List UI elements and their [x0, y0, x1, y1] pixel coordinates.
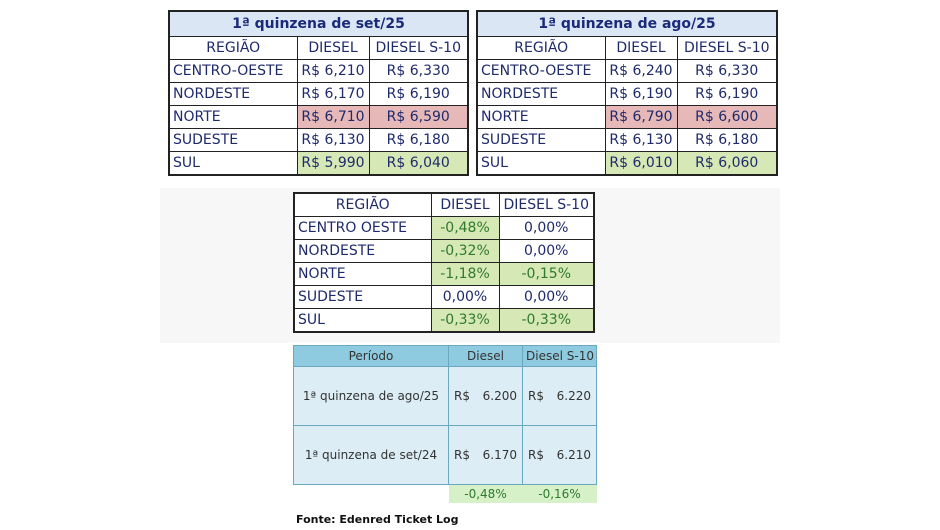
- column-header: REGIÃO: [476, 36, 606, 60]
- s10-cell: R$ 6,190: [676, 82, 778, 106]
- region-cell: NORDESTE: [476, 82, 606, 106]
- table-row: SUDESTE R$ 6,130 R$ 6,180: [476, 128, 778, 152]
- region-cell: SUDESTE: [168, 128, 298, 152]
- s10-value: 6.220: [556, 389, 591, 403]
- table-row: SUL -0,33% -0,33%: [293, 308, 595, 333]
- table-row: 1ª quinzena de set/24 R$ 6.170 R$ 6.210: [293, 425, 597, 485]
- region-cell: CENTRO OESTE: [293, 216, 432, 240]
- s10-cell: R$ 6,040: [368, 151, 469, 176]
- currency-label: R$: [454, 389, 470, 403]
- table-row: NORDESTE -0,32% 0,00%: [293, 239, 595, 263]
- diesel-cell: -0,33%: [430, 308, 500, 333]
- diesel-cell: R$ 6.170: [448, 425, 523, 485]
- column-header: DIESEL S-10: [676, 36, 778, 60]
- region-cell: SUL: [168, 151, 298, 176]
- region-cell: CENTRO-OESTE: [476, 59, 606, 83]
- s10-cell: R$ 6,190: [368, 82, 469, 106]
- s10-cell: 0,00%: [498, 239, 595, 263]
- table-row: CENTRO-OESTE R$ 6,240 R$ 6,330: [476, 59, 778, 83]
- s10-cell: R$ 6,590: [368, 105, 469, 129]
- s10-cell: R$ 6,060: [676, 151, 778, 176]
- column-header: DIESEL S-10: [498, 192, 595, 217]
- currency-label: R$: [528, 448, 544, 462]
- column-header: Diesel S-10: [522, 345, 597, 367]
- currency-label: R$: [454, 448, 470, 462]
- table-row: NORDESTE R$ 6,190 R$ 6,190: [476, 82, 778, 106]
- region-cell: SUL: [476, 151, 606, 176]
- diesel-cell: R$ 6,790: [604, 105, 678, 129]
- table-row: SUDESTE 0,00% 0,00%: [293, 285, 595, 309]
- s10-cell: R$ 6,180: [676, 128, 778, 152]
- table-set25: 1ª quinzena de set/25 REGIÃO DIESEL DIES…: [168, 10, 469, 176]
- table-row: SUL R$ 6,010 R$ 6,060: [476, 151, 778, 176]
- table-period-comparison: Período Diesel Diesel S-10 1ª quinzena d…: [293, 345, 597, 503]
- diesel-cell: R$ 6,710: [296, 105, 370, 129]
- table-row: NORTE R$ 6,790 R$ 6,600: [476, 105, 778, 129]
- currency-label: R$: [528, 389, 544, 403]
- table-title: 1ª quinzena de ago/25: [476, 10, 778, 37]
- s10-cell: R$ 6,330: [676, 59, 778, 83]
- table-row: NORDESTE R$ 6,170 R$ 6,190: [168, 82, 469, 106]
- region-cell: NORTE: [476, 105, 606, 129]
- table-ago25: 1ª quinzena de ago/25 REGIÃO DIESEL DIES…: [476, 10, 779, 176]
- s10-cell: R$ 6,330: [368, 59, 469, 83]
- source-caption: Fonte: Edenred Ticket Log: [296, 513, 459, 526]
- region-cell: NORTE: [168, 105, 298, 129]
- region-cell: NORDESTE: [293, 239, 432, 263]
- diesel-cell: -0,48%: [430, 216, 500, 240]
- region-cell: NORTE: [293, 262, 432, 286]
- column-header: DIESEL: [296, 36, 370, 60]
- column-header: DIESEL S-10: [368, 36, 469, 60]
- diesel-variation: -0,48%: [448, 484, 523, 503]
- diesel-cell: R$ 6,190: [604, 82, 678, 106]
- table-row: SUL R$ 5,990 R$ 6,040: [168, 151, 469, 176]
- column-header: REGIÃO: [168, 36, 298, 60]
- diesel-cell: R$ 5,990: [296, 151, 370, 176]
- s10-cell: R$ 6,600: [676, 105, 778, 129]
- table-row: SUDESTE R$ 6,130 R$ 6,180: [168, 128, 469, 152]
- diesel-value: 6.200: [482, 389, 517, 403]
- s10-variation: -0,16%: [522, 484, 597, 503]
- table-row: NORTE -1,18% -0,15%: [293, 262, 595, 286]
- s10-cell: R$ 6.210: [522, 425, 597, 485]
- s10-cell: R$ 6,180: [368, 128, 469, 152]
- diesel-cell: -1,18%: [430, 262, 500, 286]
- table-row: NORTE R$ 6,710 R$ 6,590: [168, 105, 469, 129]
- diesel-cell: R$ 6,010: [604, 151, 678, 176]
- diesel-cell: 0,00%: [430, 285, 500, 309]
- column-header: Período: [293, 345, 449, 367]
- column-header: DIESEL: [604, 36, 678, 60]
- table-row: CENTRO OESTE -0,48% 0,00%: [293, 216, 595, 240]
- table-row: 1ª quinzena de ago/25 R$ 6.200 R$ 6.220: [293, 366, 597, 426]
- region-cell: NORDESTE: [168, 82, 298, 106]
- table-row: CENTRO-OESTE R$ 6,210 R$ 6,330: [168, 59, 469, 83]
- region-cell: SUL: [293, 308, 432, 333]
- diesel-cell: R$ 6,240: [604, 59, 678, 83]
- s10-cell: -0,15%: [498, 262, 595, 286]
- region-cell: SUDESTE: [293, 285, 432, 309]
- table-variation: REGIÃO DIESEL DIESEL S-10 CENTRO OESTE -…: [293, 192, 595, 333]
- s10-cell: 0,00%: [498, 285, 595, 309]
- diesel-cell: R$ 6,170: [296, 82, 370, 106]
- s10-cell: R$ 6.220: [522, 366, 597, 426]
- diesel-cell: R$ 6,210: [296, 59, 370, 83]
- column-header: Diesel: [448, 345, 523, 367]
- variation-row: -0,48% -0,16%: [294, 484, 597, 504]
- diesel-cell: R$ 6.200: [448, 366, 523, 426]
- empty-cell: [294, 485, 449, 504]
- diesel-value: 6.170: [482, 448, 517, 462]
- diesel-cell: R$ 6,130: [296, 128, 370, 152]
- s10-cell: -0,33%: [498, 308, 595, 333]
- diesel-cell: -0,32%: [430, 239, 500, 263]
- region-cell: SUDESTE: [476, 128, 606, 152]
- period-cell: 1ª quinzena de set/24: [293, 425, 449, 485]
- table-title: 1ª quinzena de set/25: [168, 10, 469, 37]
- column-header: REGIÃO: [293, 192, 432, 217]
- s10-value: 6.210: [556, 448, 591, 462]
- region-cell: CENTRO-OESTE: [168, 59, 298, 83]
- period-cell: 1ª quinzena de ago/25: [293, 366, 449, 426]
- diesel-cell: R$ 6,130: [604, 128, 678, 152]
- s10-cell: 0,00%: [498, 216, 595, 240]
- column-header: DIESEL: [430, 192, 500, 217]
